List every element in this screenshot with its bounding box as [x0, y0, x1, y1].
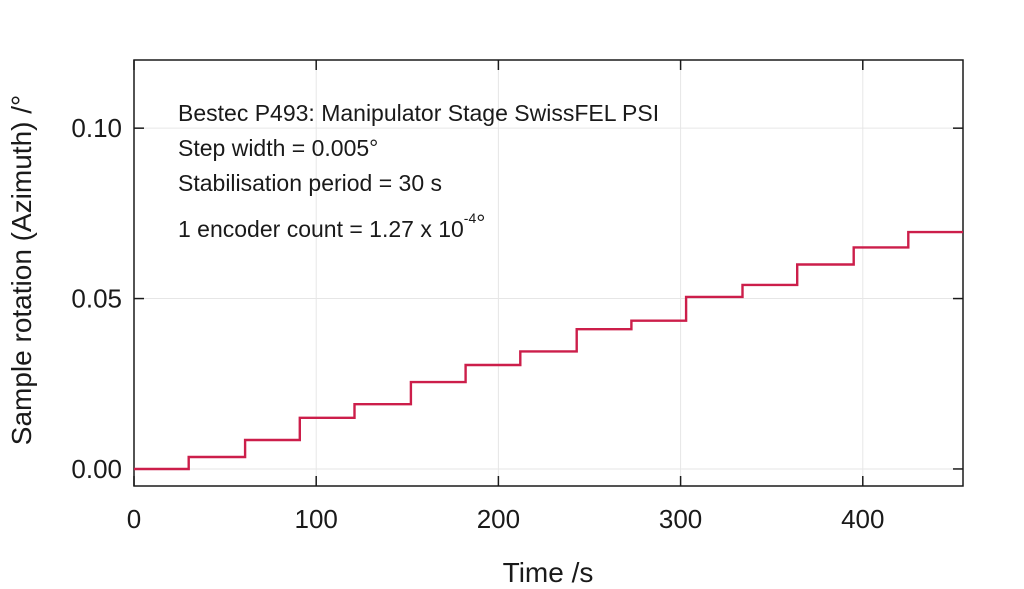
grid	[134, 60, 963, 486]
plot-frame	[133, 59, 964, 487]
y-tick-label: 0.10	[71, 113, 122, 143]
series-layer	[134, 230, 963, 471]
annotation-encoder-count: 1 encoder count = 1.27 x 10-4°	[178, 210, 485, 242]
series-line	[134, 230, 963, 471]
y-tick-label: 0.05	[71, 284, 122, 314]
annotation-encoder-unit: °	[476, 210, 485, 236]
x-tick-label: 100	[295, 504, 338, 534]
annotation-stabilisation: Stabilisation period = 30 s	[178, 170, 442, 196]
annotation-encoder-exponent: -4	[464, 210, 477, 226]
annotation-step-width: Step width = 0.005°	[178, 135, 378, 161]
x-tick-label: 0	[127, 504, 141, 534]
y-tick-label: 0.00	[71, 454, 122, 484]
axis-ticks: 0 100 200 300 400 0.00 0.05 0.10	[71, 60, 963, 534]
annotation-encoder-main: 1 encoder count = 1.27 x 10	[178, 216, 464, 242]
x-tick-label: 400	[841, 504, 884, 534]
x-axis-title: Time /s	[503, 557, 594, 588]
x-tick-label: 200	[477, 504, 520, 534]
y-axis-title: Sample rotation (Azimuth) /°	[6, 95, 37, 445]
annotation-title: Bestec P493: Manipulator Stage SwissFEL …	[178, 100, 659, 126]
x-tick-label: 300	[659, 504, 702, 534]
